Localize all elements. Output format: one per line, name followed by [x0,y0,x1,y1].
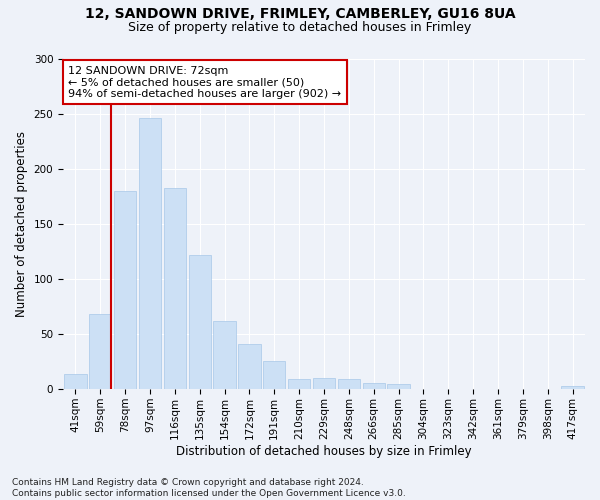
Bar [238,344,260,389]
X-axis label: Distribution of detached houses by size in Frimley: Distribution of detached houses by size … [176,444,472,458]
Bar [164,188,186,389]
Text: Size of property relative to detached houses in Frimley: Size of property relative to detached ho… [128,21,472,34]
Bar [288,380,310,389]
Bar [388,384,410,389]
Text: 12, SANDOWN DRIVE, FRIMLEY, CAMBERLEY, GU16 8UA: 12, SANDOWN DRIVE, FRIMLEY, CAMBERLEY, G… [85,8,515,22]
Bar [362,382,385,389]
Bar [562,386,584,389]
Bar [338,380,360,389]
Bar [139,118,161,389]
Bar [313,378,335,389]
Bar [89,314,112,389]
Bar [214,321,236,389]
Text: Contains HM Land Registry data © Crown copyright and database right 2024.
Contai: Contains HM Land Registry data © Crown c… [12,478,406,498]
Bar [188,255,211,389]
Y-axis label: Number of detached properties: Number of detached properties [15,131,28,317]
Text: 12 SANDOWN DRIVE: 72sqm
← 5% of detached houses are smaller (50)
94% of semi-det: 12 SANDOWN DRIVE: 72sqm ← 5% of detached… [68,66,341,99]
Bar [114,191,136,389]
Bar [64,374,86,389]
Bar [263,360,286,389]
